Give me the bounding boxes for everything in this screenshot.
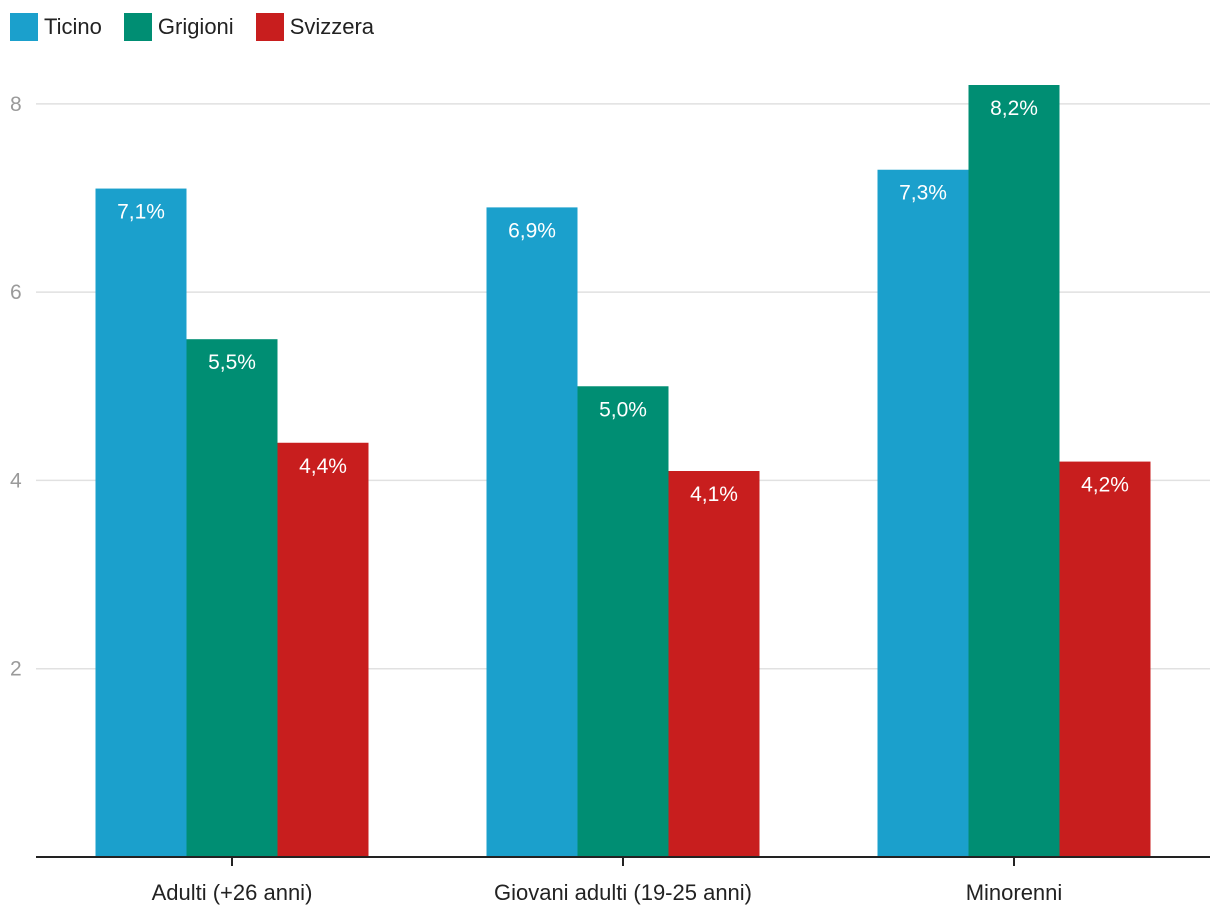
data-label: 6,9% — [508, 219, 556, 242]
bar-ticino-1[interactable] — [486, 207, 578, 857]
bars — [95, 85, 1151, 858]
bar-grigioni-0[interactable] — [186, 339, 278, 857]
legend-item-svizzera[interactable]: Svizzera — [255, 13, 375, 41]
legend: Ticino Grigioni Svizzera — [10, 12, 396, 42]
bar-grigioni-2[interactable] — [968, 85, 1060, 857]
data-label: 5,0% — [599, 398, 647, 421]
data-label: 4,1% — [690, 483, 738, 506]
legend-item-grigioni[interactable]: Grigioni — [123, 13, 234, 41]
y-tick-label: 2 — [10, 658, 22, 681]
x-axis: Adulti (+26 anni) Giovani adulti (19-25 a… — [36, 856, 1210, 905]
data-label: 4,4% — [299, 455, 347, 478]
legend-swatch-grigioni — [123, 13, 152, 41]
bar-ticino-0[interactable] — [95, 188, 187, 857]
data-label: 7,1% — [117, 201, 165, 224]
x-category-label: Minorenni — [966, 880, 1063, 905]
y-tick-label: 6 — [10, 281, 22, 304]
legend-label-ticino: Ticino — [44, 14, 102, 39]
x-category-label: Giovani adulti (19-25 anni) — [494, 880, 752, 905]
bar-grigioni-1[interactable] — [577, 386, 669, 857]
data-label: 4,2% — [1081, 474, 1129, 497]
bar-ticino-2[interactable] — [877, 169, 969, 858]
data-label: 8,2% — [990, 97, 1038, 120]
y-tick-label: 8 — [10, 93, 22, 116]
data-labels: 7,1% 5,5% 4,4% 6,9% 5,0% 4,1% 7,3% 8,2% 4,2% — [117, 97, 1129, 506]
data-label: 7,3% — [899, 182, 947, 205]
legend-label-svizzera: Svizzera — [289, 14, 375, 39]
x-category-label: Adulti (+26 anni) — [152, 880, 313, 905]
data-label: 5,5% — [208, 351, 256, 374]
bar-svizzera-1[interactable] — [668, 471, 760, 857]
y-axis-ticks: 2 4 6 8 — [10, 93, 22, 681]
legend-item-ticino[interactable]: Ticino — [10, 13, 102, 41]
legend-swatch-svizzera — [255, 13, 284, 41]
legend-label-grigioni: Grigioni — [157, 14, 234, 39]
y-tick-label: 4 — [10, 469, 22, 492]
bar-svizzera-0[interactable] — [277, 442, 369, 857]
legend-swatch-ticino — [10, 13, 38, 41]
bar-svizzera-2[interactable] — [1059, 461, 1151, 857]
